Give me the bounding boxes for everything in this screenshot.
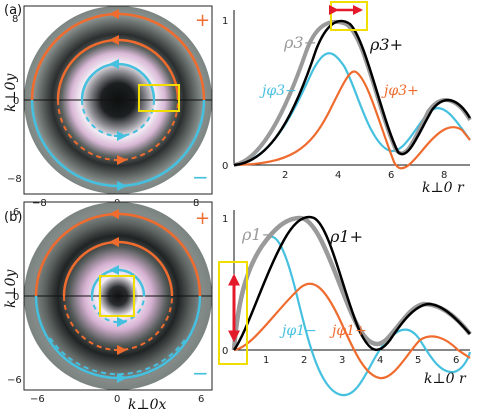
- highlight-box-a-plot: [330, 1, 368, 31]
- plot-a-xtick: 6: [388, 170, 394, 181]
- label-j-minus-b: jφ1−: [279, 323, 317, 339]
- panel-b-map: (b) + − 6 0 −6 −6 0 6 k⊥0y k⊥0x: [3, 201, 213, 413]
- plot-b-xtick: 1: [263, 355, 269, 366]
- plot-b-xtick: 4: [377, 355, 383, 366]
- map-b-xtick-right: 6: [198, 394, 204, 405]
- label-rho-plus-b: ρ1+: [329, 227, 363, 246]
- map-b-ytick-top: 6: [13, 207, 19, 218]
- plot-b-xtick: 5: [415, 355, 421, 366]
- map-b-ytick-mid: 0: [13, 292, 19, 303]
- plot-a-xlabel: k⊥0 r: [422, 180, 465, 196]
- map-b-xtick-mid: 0: [114, 394, 120, 405]
- map-b-xlabel: k⊥0x: [128, 397, 167, 413]
- map-a-xtick-right: 8: [193, 198, 199, 209]
- plot-a-xtick: 2: [282, 170, 288, 181]
- highlight-box-a: [138, 84, 180, 112]
- dashed-cyan-outer-arc-b: [49, 337, 187, 376]
- map-a-ytick-bottom: −8: [7, 174, 22, 185]
- curve-rho-plus-a: [233, 19, 472, 167]
- minus-sign: −: [192, 165, 209, 189]
- label-rho-minus-b: ρ1−: [241, 225, 275, 244]
- map-a-ylabel: k⊥0y: [3, 72, 19, 112]
- plot-b-xtick: 2: [301, 355, 307, 366]
- label-j-minus-a: jφ3−: [259, 83, 297, 99]
- label-j-plus-b: jφ1+: [329, 323, 367, 339]
- label-rho-minus-a: ρ3−: [283, 33, 317, 52]
- curve-rho-plus-b: [232, 215, 471, 352]
- plot-a-xtick: 8: [441, 170, 447, 181]
- map-a-ytick-mid: 0: [13, 96, 19, 107]
- plot-b-ytick-1: 1: [222, 214, 228, 225]
- label-rho-plus-a: ρ3+: [369, 35, 403, 54]
- highlight-box-b-plot: [218, 261, 248, 365]
- plot-b-xtick: 6: [453, 355, 459, 366]
- plus-sign: +: [195, 10, 210, 31]
- panel-b-plot: 0 1 1 2 3 4 5 6 ρ1− ρ1+ jφ1− jφ1+ k⊥0 r: [218, 210, 472, 397]
- plot-a-ytick-0: 0: [222, 161, 228, 172]
- plot-a-xtick: 4: [335, 170, 341, 181]
- highlight-box-b: [99, 275, 135, 317]
- minus-sign: −: [192, 361, 209, 385]
- map-b-ylabel: k⊥0y: [3, 268, 19, 308]
- curve-j-plus-a: [233, 70, 471, 170]
- panel-b-label: (b): [4, 210, 22, 225]
- map-a-ytick-top: 8: [12, 14, 18, 25]
- curve-j-minus-a: [233, 52, 471, 167]
- plot-b-ytick-0: 0: [222, 346, 228, 357]
- panel-a-label: (a): [4, 3, 22, 18]
- panel-a-map: (a) + − 8 0 −8 −8 0 8 k⊥0y: [3, 3, 213, 209]
- plot-b-xlabel: k⊥0 r: [424, 371, 467, 387]
- plot-b-xtick: 3: [339, 355, 345, 366]
- map-a-xtick-left: −8: [32, 198, 47, 209]
- curve-j-plus-b: [233, 282, 471, 380]
- label-j-plus-a: jφ3+: [381, 83, 419, 99]
- map-b-xtick-left: −6: [30, 394, 45, 405]
- plus-sign: +: [195, 208, 210, 229]
- map-b-ytick-bottom: −6: [7, 375, 22, 386]
- panel-a-plot: 0 1 2 4 6 8 ρ3− ρ3+ jφ3− jφ3+ k⊥0 r: [222, 1, 472, 196]
- plot-a-ytick-1: 1: [222, 16, 228, 27]
